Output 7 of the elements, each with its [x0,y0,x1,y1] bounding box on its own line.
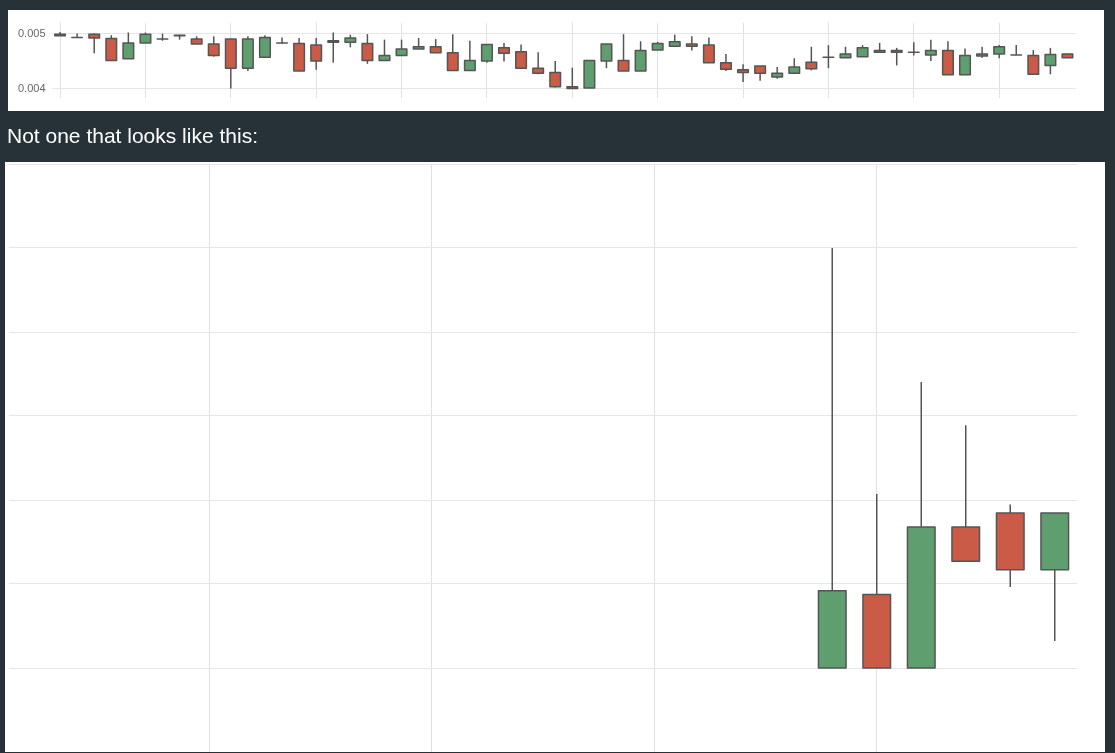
candlestick [822,44,835,69]
candlestick [275,36,289,45]
y-tick-label: 0.005 [18,26,46,39]
chart-title: Not one that looks like this: [6,123,259,149]
y-tick-label: 0.004 [18,81,46,94]
candlestick [907,41,920,57]
candlestick [1010,44,1023,56]
